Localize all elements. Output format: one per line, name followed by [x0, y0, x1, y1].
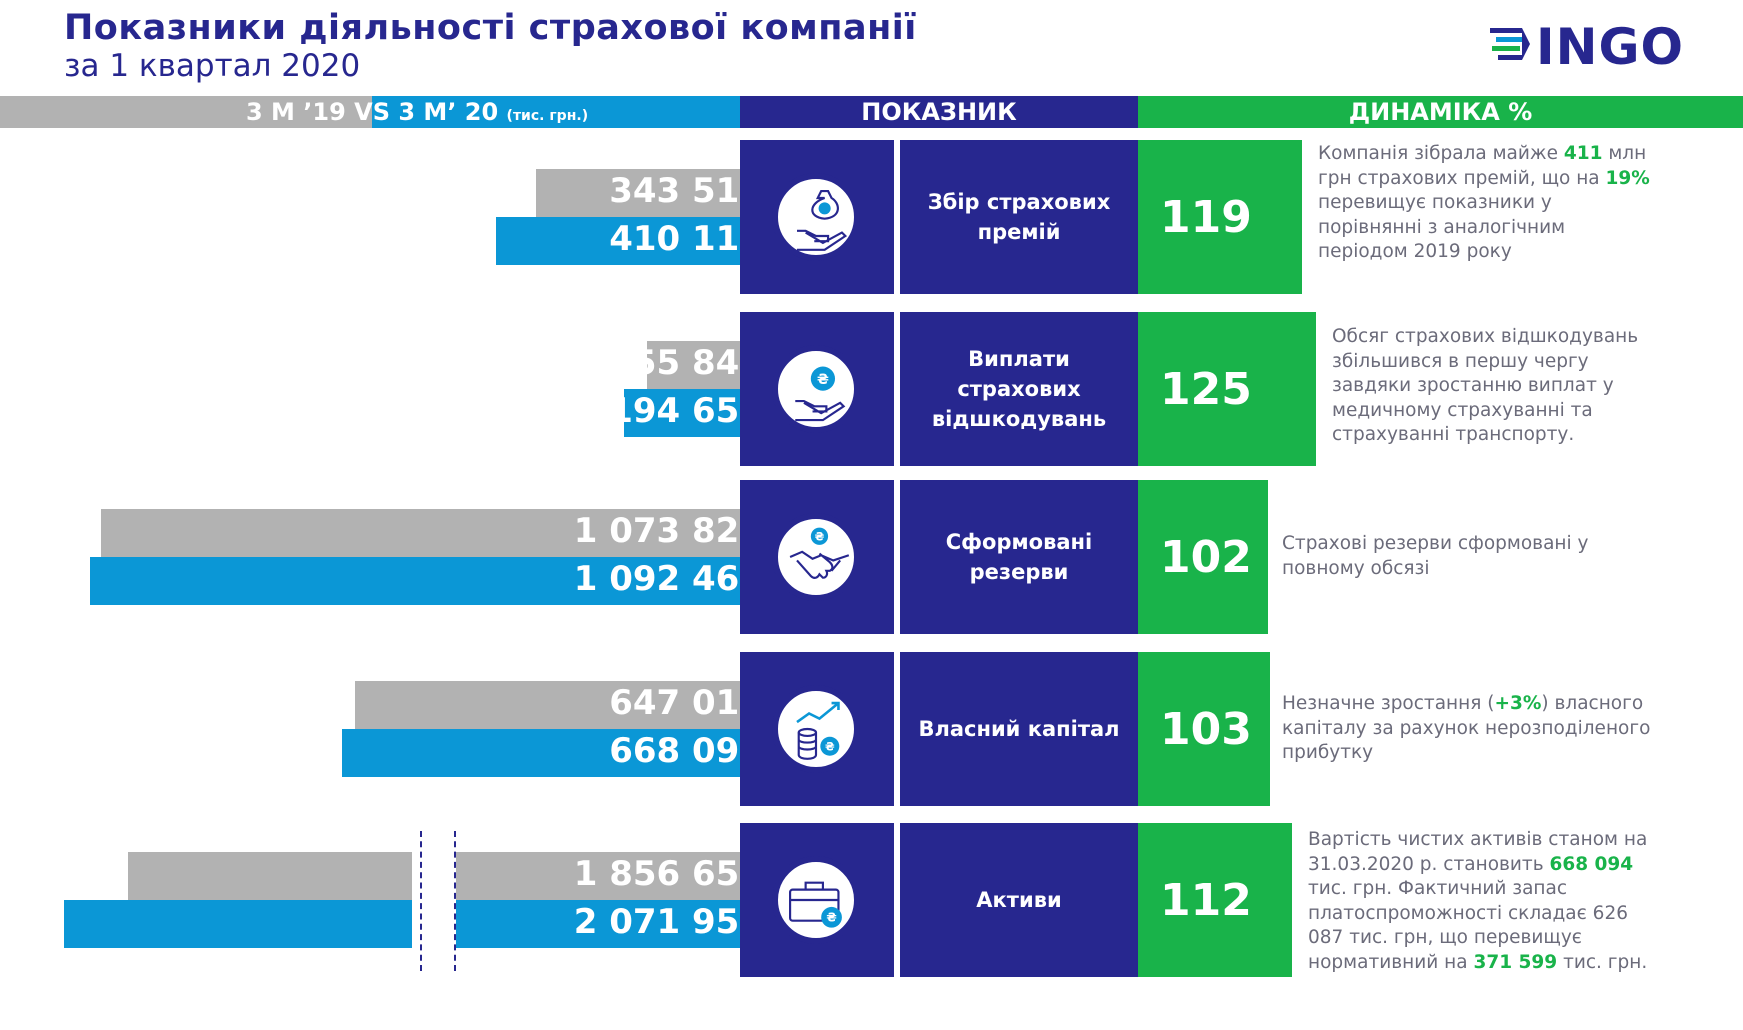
bar-prev-year — [355, 681, 740, 729]
header-compare-unit: (тис. грн.) — [506, 108, 589, 124]
svg-text:₴: ₴ — [817, 372, 829, 388]
description-text: млн грн страхових премій, що на — [1318, 143, 1647, 189]
highlight-figure: 668 094 — [1549, 853, 1634, 875]
description-text: Страхові резерви сформовані у повному об… — [1282, 533, 1589, 579]
highlight-figure: +3% — [1494, 693, 1542, 714]
indicator-label: Сформовані резерви — [945, 530, 1093, 584]
header-compare-prev-band — [0, 96, 372, 128]
indicator-name: Активи — [900, 823, 1138, 977]
prev-value-label: 647 012 — [609, 683, 763, 723]
handshake-icon: ₴ — [772, 513, 860, 601]
indicator-row: 1 073 825 1 092 469 ₴ Сформовані резерви 102… — [0, 480, 1743, 634]
dynamics-value: 125 — [1138, 312, 1316, 466]
bar-prev-year — [647, 341, 740, 389]
briefcase-icon: ₴ — [772, 856, 860, 944]
prev-value-label: 1 073 825 — [573, 511, 763, 551]
description-text: Незначне зростання ( — [1282, 693, 1495, 714]
page-subtitle: за 1 квартал 2020 — [64, 48, 361, 84]
logo-text: INGO — [1536, 18, 1684, 76]
coin-stacks-growth-icon: ₴ — [772, 685, 860, 773]
indicator-label: Власний капітал — [918, 717, 1120, 741]
indicator-label: Активи — [976, 888, 1062, 912]
indicator-name: Сформовані резерви — [900, 480, 1138, 634]
cur-value-label: 410 119 — [609, 219, 763, 259]
bar-cur-year — [64, 900, 740, 948]
indicator-description: Незначне зростання (+3%) власного капіта… — [1282, 692, 1660, 766]
prev-value-label: 155 849 — [609, 343, 763, 383]
bar-cur-year — [90, 557, 740, 605]
svg-text:₴: ₴ — [815, 531, 825, 544]
bar-prev-year — [535, 169, 740, 217]
coin-hand-icon: ₴ — [772, 345, 860, 433]
bar-cur-year — [495, 217, 740, 265]
cur-value-label: 194 650 — [609, 391, 763, 431]
prev-value-label: 343 514 — [609, 171, 763, 211]
logo-mark-icon — [1490, 28, 1530, 60]
dynamics-value: 102 — [1138, 480, 1268, 634]
description-text: Вартість чистих активів станом на 31.03.… — [1308, 829, 1648, 875]
dynamics-value: 119 — [1138, 140, 1302, 294]
description-text: ) власного капіталу за рахунок нерозподі… — [1282, 693, 1651, 763]
axis-break-line — [454, 831, 456, 971]
header-compare-text: 3 М ’19 VS 3 М’ 20 — [246, 98, 499, 126]
cur-value-label: 668 094 — [609, 731, 763, 771]
highlight-figure: 19% — [1605, 167, 1650, 189]
cur-value-label: 1 092 469 — [573, 559, 763, 599]
description-text: Компанія зібрала майже — [1318, 143, 1564, 164]
indicator-description: Обсяг страхових відшкодувань збільшився … — [1332, 325, 1660, 448]
dynamics-value: 103 — [1138, 652, 1270, 806]
description-text: Обсяг страхових відшкодувань збільшився … — [1332, 326, 1639, 445]
description-text: тис. грн. Фактичний запас платоспроможно… — [1308, 878, 1628, 973]
svg-text:₴: ₴ — [826, 911, 836, 925]
cur-value-label: 2 071 956 — [573, 902, 763, 942]
header-dynamics: ДИНАМІКА % — [1138, 96, 1743, 128]
indicator-name: Збір страхових премій — [900, 140, 1138, 294]
header-compare-label: 3 М ’19 VS 3 М’ 20 (тис. грн.) — [246, 96, 588, 132]
indicator-row: 343 514 410 119 Збір страхових премій 119 Ко… — [0, 140, 1743, 294]
bar-cur-year — [624, 389, 740, 437]
indicator-name: Виплати страхових відшкодувань — [900, 312, 1138, 466]
svg-text:₴: ₴ — [825, 741, 835, 754]
prev-value-label: 1 856 659 — [573, 854, 763, 894]
axis-break-line — [420, 831, 422, 971]
indicator-row: 647 012 668 094 ₴ Власний капітал 103 Незначн… — [0, 652, 1743, 806]
axis-break-gap — [426, 823, 456, 963]
description-text: тис. грн. — [1557, 951, 1648, 973]
indicator-label: Збір страхових премій — [927, 190, 1111, 244]
indicator-row: 155 849 194 650 ₴ Виплати страхових відшкод… — [0, 312, 1743, 466]
indicator-description: Компанія зібрала майже 411 млн грн страх… — [1318, 142, 1660, 265]
indicator-row: 1 856 659 2 071 956 ₴ Активи 112 Вартість чис… — [0, 823, 1743, 977]
bar-cur-year — [342, 729, 740, 777]
page-title: Показники діяльності страхової компанії — [64, 8, 917, 48]
highlight-figure: 411 — [1563, 143, 1603, 164]
highlight-figure: 371 599 — [1473, 951, 1558, 973]
ingo-logo: INGO — [1488, 18, 1688, 76]
dynamics-value: 112 — [1138, 823, 1292, 977]
header-indicator: ПОКАЗНИК — [740, 96, 1138, 128]
description-text: перевищує показники у порівнянні з анало… — [1318, 192, 1566, 262]
indicator-name: Власний капітал — [900, 652, 1138, 806]
indicator-description: Вартість чистих активів станом на 31.03.… — [1308, 828, 1660, 975]
header-compare-cur-band — [372, 96, 740, 128]
indicator-description: Страхові резерви сформовані у повному об… — [1282, 532, 1660, 581]
indicator-label: Виплати страхових відшкодувань — [931, 347, 1107, 431]
money-bag-hand-icon — [772, 173, 860, 261]
bar-prev-year — [101, 509, 740, 557]
